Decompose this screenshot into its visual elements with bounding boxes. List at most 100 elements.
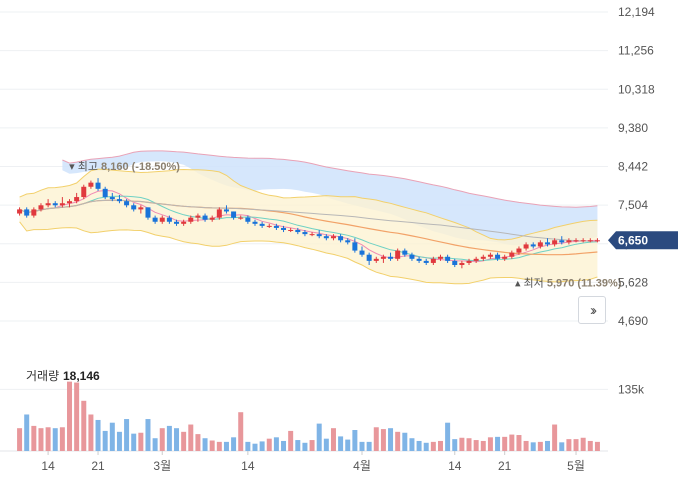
volume-bar xyxy=(223,441,229,451)
candle-body xyxy=(587,240,593,242)
candle xyxy=(252,219,258,226)
candle xyxy=(88,180,94,189)
candle xyxy=(552,238,558,247)
candle-body xyxy=(259,223,265,226)
volume-bar xyxy=(409,438,415,451)
bollinger-area xyxy=(19,169,598,284)
volume-bar xyxy=(323,438,329,451)
volume-bar xyxy=(245,441,251,451)
candle-body xyxy=(102,188,108,198)
volume-bar xyxy=(109,422,115,451)
ma-10-line xyxy=(19,195,598,262)
candlestick-series[interactable] xyxy=(17,178,600,269)
price-tick-label: 12,194 xyxy=(618,5,655,19)
candle xyxy=(116,194,122,204)
volume-bar xyxy=(281,440,287,451)
volume-bar xyxy=(402,432,408,451)
volume-bar xyxy=(345,439,351,451)
moving-average-lines xyxy=(19,189,598,263)
current-price-label: 6,650 xyxy=(618,233,648,247)
candle-body xyxy=(459,262,465,265)
candle xyxy=(195,213,201,222)
candle xyxy=(423,258,429,265)
bollinger-lower xyxy=(19,221,598,285)
candle xyxy=(259,221,265,228)
date-tick-label: 14 xyxy=(241,459,255,473)
candle xyxy=(145,207,151,220)
candle-body xyxy=(316,234,322,237)
candle xyxy=(266,223,272,228)
candle xyxy=(295,227,301,235)
volume-bar xyxy=(166,425,172,451)
price-tick-label: 4,690 xyxy=(618,314,648,328)
volume-value: 18,146 xyxy=(63,369,100,383)
price-tick-label: 10,318 xyxy=(618,82,655,96)
candle xyxy=(81,184,87,200)
double-chevron-right-icon: ›› xyxy=(590,301,597,319)
volume-axis-label: 135k xyxy=(618,382,645,396)
candle xyxy=(188,215,194,224)
candle xyxy=(380,254,386,263)
expand-chart-button[interactable]: ›› xyxy=(578,296,606,324)
volume-bar xyxy=(388,428,394,451)
volume-bar xyxy=(174,428,180,451)
volume-bar xyxy=(523,440,529,451)
volume-bar xyxy=(116,431,122,451)
candle xyxy=(202,213,208,222)
candle xyxy=(594,238,600,243)
volume-bar xyxy=(437,440,443,451)
candle xyxy=(352,238,358,253)
candle-body xyxy=(188,217,194,222)
candle-body xyxy=(88,182,94,187)
candle-body xyxy=(473,258,479,261)
candle xyxy=(223,205,229,214)
candle-body xyxy=(116,199,122,202)
volume-bar xyxy=(509,434,515,451)
volume-bar xyxy=(88,414,94,451)
candle-body xyxy=(330,236,336,239)
candle-body xyxy=(52,203,58,206)
candle-body xyxy=(181,221,187,224)
candle xyxy=(359,246,365,257)
candle-body xyxy=(416,258,422,261)
candle-body xyxy=(537,242,543,247)
candle-body xyxy=(245,217,251,222)
volume-series[interactable] xyxy=(17,381,600,451)
candle xyxy=(316,229,322,239)
volume-bar xyxy=(195,434,201,451)
volume-bar xyxy=(530,442,536,451)
candle-body xyxy=(17,209,23,214)
price-annotations: ▾ 최고 8,160 (-18.50%) ▴ 최저 5,970 (11.39%) xyxy=(69,160,622,289)
volume-bar xyxy=(466,438,472,451)
candle-body xyxy=(580,240,586,242)
candle xyxy=(31,207,37,218)
candle-body xyxy=(159,217,165,222)
candle xyxy=(38,203,44,212)
candle-body xyxy=(566,240,572,243)
low-price-value: 5,970 (11.39%) xyxy=(547,277,622,289)
volume-bar xyxy=(487,437,493,451)
candle-body xyxy=(502,256,508,259)
current-price-tag-shape xyxy=(608,231,678,250)
candle-body xyxy=(174,221,180,224)
volume-bar xyxy=(145,419,151,451)
volume-bar xyxy=(202,438,208,451)
candle xyxy=(159,215,165,224)
candle xyxy=(67,199,73,208)
price-tick-label: 9,380 xyxy=(618,121,648,135)
candle-body xyxy=(445,256,451,261)
candle xyxy=(209,215,215,222)
candle xyxy=(131,203,137,212)
candle-body xyxy=(95,182,101,189)
candle xyxy=(437,254,443,261)
volume-bar xyxy=(95,419,101,451)
candle-body xyxy=(480,256,486,259)
candle xyxy=(124,199,130,208)
candle xyxy=(309,232,315,237)
volume-bar xyxy=(124,419,130,451)
candle xyxy=(487,252,493,259)
candle-body xyxy=(138,207,144,210)
candle-body xyxy=(202,215,208,220)
